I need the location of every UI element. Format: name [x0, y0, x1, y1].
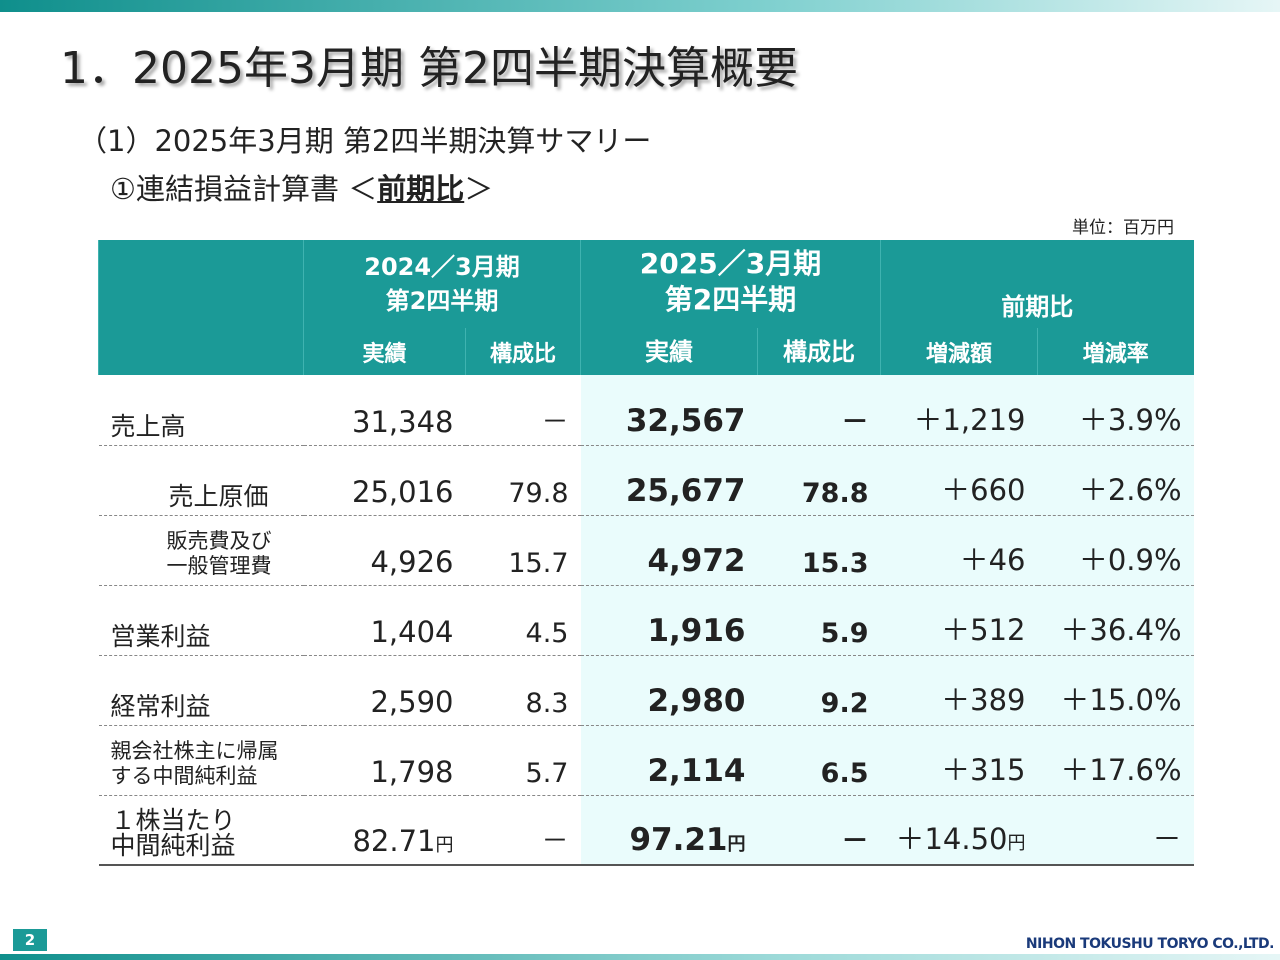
change-rate: ＋0.9%: [1037, 515, 1194, 586]
prev-ratio: －: [465, 375, 581, 446]
header-prev-actual: 実績: [303, 328, 466, 375]
prev-actual: 4,926: [303, 515, 466, 586]
cur-ratio: 78.8: [757, 445, 881, 516]
prev-actual: 82.71円: [303, 795, 466, 866]
change-amount: ＋46: [880, 515, 1038, 586]
table-row: 経常利益 2,590 8.3 2,980 9.2 ＋389 ＋15.0%: [98, 655, 1194, 726]
cur-ratio: 15.3: [757, 515, 881, 586]
prev-actual: 25,016: [303, 445, 466, 516]
section-heading-suffix: ＞: [464, 172, 494, 206]
change-amount: ＋389: [880, 655, 1038, 726]
cur-actual: 97.21円: [580, 795, 758, 866]
row-label: １株当たり 中間純利益: [98, 795, 304, 866]
prev-ratio: 15.7: [465, 515, 581, 586]
table-row: 売上原価 25,016 79.8 25,677 78.8 ＋660 ＋2.6%: [98, 445, 1194, 516]
bottom-decor-bar: [0, 954, 1280, 960]
header-comparison: 前期比: [880, 240, 1194, 328]
change-amount: ＋512: [880, 585, 1038, 656]
cur-ratio: －: [757, 375, 881, 446]
prev-actual: 1,798: [303, 725, 466, 796]
row-label: 親会社株主に帰属 する中間純利益: [98, 725, 304, 796]
prev-ratio: 8.3: [465, 655, 581, 726]
table-row: 販売費及び 一般管理費 4,926 15.7 4,972 15.3 ＋46 ＋0.9%: [98, 515, 1194, 586]
cur-ratio: 9.2: [757, 655, 881, 726]
prev-ratio: 79.8: [465, 445, 581, 516]
prev-actual: 1,404: [303, 585, 466, 656]
income-statement-table: 2024／3月期 第2四半期 2025／3月期 第2四半期 前期比 実績 構成比 実…: [98, 240, 1194, 866]
header-change-amount: 増減額: [880, 328, 1038, 375]
table-row: １株当たり 中間純利益 82.71円－ 97.21円－＋14.50円－: [98, 795, 1194, 866]
table-row: 売上高 31,348 － 32,567 －＋1,219 ＋3.9%: [98, 375, 1194, 446]
cur-actual: 32,567: [580, 375, 758, 446]
header-blank: [98, 240, 304, 375]
prev-actual: 31,348: [303, 375, 466, 446]
row-label: 販売費及び 一般管理費: [98, 515, 304, 586]
row-label: 売上原価: [98, 445, 304, 516]
header-cur-period: 2025／3月期 第2四半期: [579, 240, 881, 328]
cur-actual: 1,916: [580, 585, 758, 656]
change-rate: －: [1037, 795, 1194, 866]
row-label: 営業利益: [98, 585, 304, 656]
cur-ratio: 6.5: [757, 725, 881, 796]
yen-unit: 円: [435, 835, 454, 856]
change-amount: ＋14.50円: [880, 795, 1038, 866]
table-row: 営業利益 1,404 4.5 1,916 5.9 ＋512 ＋36.4%: [98, 585, 1194, 656]
table-row: 親会社株主に帰属 する中間純利益 1,798 5.7 2,114 6.5 ＋315 ＋17.6…: [98, 725, 1194, 796]
prev-ratio: 4.5: [465, 585, 581, 656]
yen-unit: 円: [727, 834, 746, 855]
page-title: 1．2025年3月期 第2四半期決算概要: [60, 43, 798, 94]
change-rate: ＋3.9%: [1037, 375, 1194, 446]
change-amount: ＋315: [880, 725, 1038, 796]
prev-ratio: －: [465, 795, 581, 866]
prev-actual: 2,590: [303, 655, 466, 726]
company-logo: NIHON TOKUSHU TORYO CO.,LTD.: [1025, 936, 1275, 952]
unit-label: 単位：百万円: [1072, 218, 1174, 238]
header-prev-ratio: 構成比: [465, 328, 581, 375]
header-cur-actual: 実績: [580, 328, 758, 375]
header-cur-ratio: 構成比: [756, 328, 881, 375]
change-rate: ＋2.6%: [1037, 445, 1194, 516]
change-rate: ＋15.0%: [1037, 655, 1194, 726]
change-rate: ＋17.6%: [1037, 725, 1194, 796]
cur-ratio: －: [757, 795, 881, 866]
change-amount: ＋660: [880, 445, 1038, 516]
page-number: 2: [13, 929, 47, 951]
top-decor-bar: [0, 0, 1280, 12]
yen-unit: 円: [1007, 833, 1026, 854]
change-rate: ＋36.4%: [1037, 585, 1194, 656]
header-prev-period: 2024／3月期 第2四半期: [303, 240, 581, 328]
header-change-rate: 増減率: [1037, 328, 1194, 375]
cur-actual: 2,980: [580, 655, 758, 726]
row-label: 売上高: [98, 375, 304, 446]
cur-actual: 4,972: [580, 515, 758, 586]
change-amount: ＋1,219: [880, 375, 1038, 446]
section-subtitle: （1）2025年3月期 第2四半期決算サマリー: [78, 124, 652, 158]
prev-ratio: 5.7: [465, 725, 581, 796]
row-label: 経常利益: [98, 655, 304, 726]
cur-ratio: 5.9: [757, 585, 881, 656]
section-heading-prefix: ①連結損益計算書 ＜: [110, 172, 378, 206]
section-heading-emphasis: 前期比: [377, 172, 465, 206]
cur-actual: 25,677: [580, 445, 758, 516]
section-heading: ①連結損益計算書 ＜前期比＞: [110, 166, 493, 208]
cur-actual: 2,114: [580, 725, 758, 796]
